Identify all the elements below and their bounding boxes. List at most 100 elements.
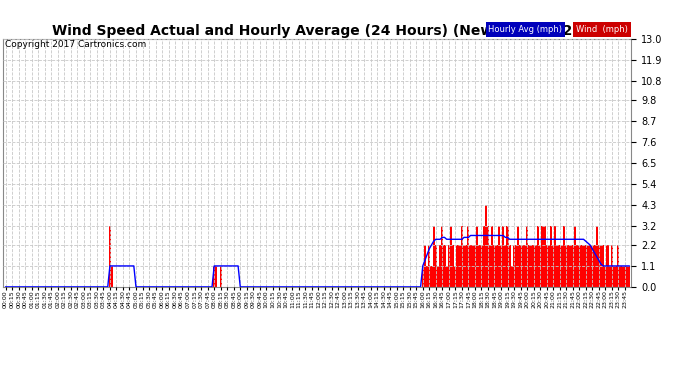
Bar <box>448 245 450 287</box>
Bar <box>472 245 474 287</box>
Bar <box>422 266 424 287</box>
Bar <box>482 226 484 287</box>
Bar <box>554 226 556 287</box>
Bar <box>552 245 554 287</box>
Bar <box>593 245 595 287</box>
Bar <box>620 266 622 287</box>
Bar <box>493 245 495 287</box>
Bar <box>569 245 571 287</box>
Bar <box>465 245 467 287</box>
Bar <box>522 245 524 287</box>
Bar <box>491 226 493 287</box>
Bar <box>435 245 437 287</box>
Bar <box>439 245 441 287</box>
Bar <box>604 266 607 287</box>
Bar <box>509 245 511 287</box>
Title: Wind Speed Actual and Hourly Average (24 Hours) (New) 20171023: Wind Speed Actual and Hourly Average (24… <box>52 24 582 38</box>
Bar <box>602 245 604 287</box>
Bar <box>500 245 502 287</box>
Bar <box>219 266 221 287</box>
Bar <box>541 226 543 287</box>
Bar <box>478 245 480 287</box>
Bar <box>215 266 217 287</box>
Bar <box>463 245 465 287</box>
Bar <box>586 245 589 287</box>
Bar <box>618 245 620 287</box>
Bar <box>580 245 582 287</box>
Bar <box>426 266 428 287</box>
Bar <box>607 245 609 287</box>
Bar <box>548 245 550 287</box>
Text: Hourly Avg (mph): Hourly Avg (mph) <box>489 25 562 34</box>
Bar <box>454 266 457 287</box>
Bar <box>480 245 482 287</box>
Bar <box>591 245 593 287</box>
Bar <box>546 245 548 287</box>
Bar <box>511 266 513 287</box>
Bar <box>502 226 504 287</box>
Bar <box>518 226 520 287</box>
Bar <box>484 205 487 287</box>
Bar <box>611 245 613 287</box>
Bar <box>598 245 600 287</box>
Bar <box>457 245 459 287</box>
Bar <box>452 245 454 287</box>
Bar <box>474 245 476 287</box>
Bar <box>622 266 624 287</box>
Bar <box>539 245 541 287</box>
Bar <box>609 266 611 287</box>
Bar <box>444 245 446 287</box>
Bar <box>556 245 559 287</box>
Bar <box>506 226 509 287</box>
Bar <box>450 226 452 287</box>
Bar <box>497 226 500 287</box>
Bar <box>561 245 563 287</box>
Bar <box>624 266 626 287</box>
Bar <box>111 266 113 287</box>
Bar <box>578 245 580 287</box>
Bar <box>528 245 531 287</box>
Bar <box>431 266 433 287</box>
Bar <box>550 226 552 287</box>
Bar <box>524 245 526 287</box>
Bar <box>535 245 537 287</box>
Bar <box>537 226 539 287</box>
Bar <box>559 245 561 287</box>
Bar <box>461 226 463 287</box>
Bar <box>628 266 630 287</box>
Bar <box>582 245 584 287</box>
Bar <box>437 266 439 287</box>
Bar <box>615 266 618 287</box>
Bar <box>584 245 586 287</box>
Bar <box>533 245 535 287</box>
Bar <box>574 226 576 287</box>
Bar <box>504 245 506 287</box>
Bar <box>595 226 598 287</box>
Bar <box>571 245 574 287</box>
Bar <box>600 245 602 287</box>
Bar <box>213 266 215 287</box>
Text: Wind  (mph): Wind (mph) <box>576 25 628 34</box>
Bar <box>626 266 628 287</box>
Bar <box>520 245 522 287</box>
Bar <box>543 226 546 287</box>
Bar <box>487 226 489 287</box>
Bar <box>441 226 444 287</box>
Bar <box>565 245 567 287</box>
Bar <box>446 266 448 287</box>
Bar <box>476 226 478 287</box>
Bar <box>531 245 533 287</box>
Bar <box>424 245 426 287</box>
Bar <box>495 245 497 287</box>
Text: Copyright 2017 Cartronics.com: Copyright 2017 Cartronics.com <box>5 40 146 49</box>
Bar <box>109 226 111 287</box>
Bar <box>513 245 515 287</box>
Bar <box>428 245 431 287</box>
Bar <box>567 245 569 287</box>
Bar <box>613 266 615 287</box>
Bar <box>467 226 469 287</box>
Bar <box>589 245 591 287</box>
Bar <box>563 226 565 287</box>
Bar <box>515 245 518 287</box>
Bar <box>469 245 472 287</box>
